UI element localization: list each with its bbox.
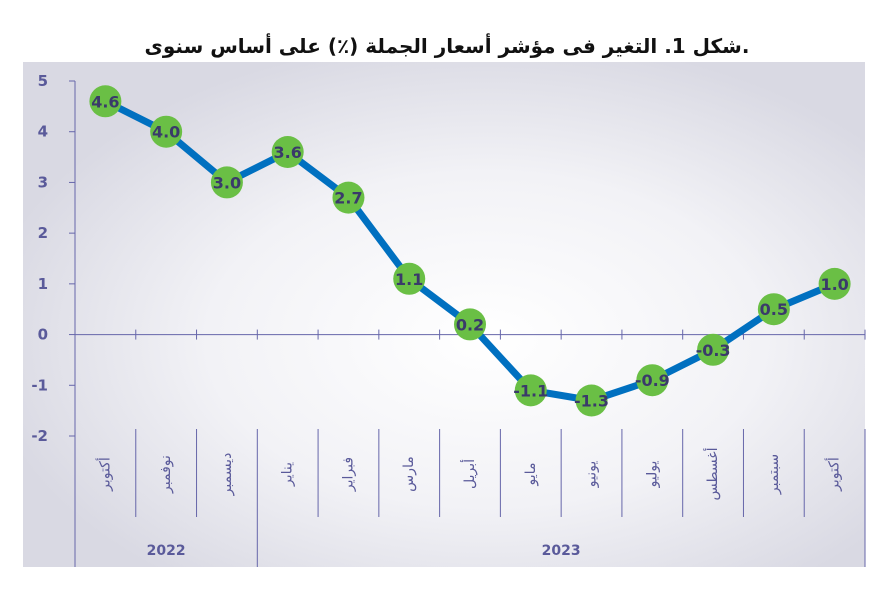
data-point [89, 85, 122, 118]
data-point [636, 364, 669, 397]
year-label: 2022 [147, 543, 186, 559]
data-label: -1.3 [574, 392, 609, 411]
y-tick-label: 4 [38, 123, 48, 141]
y-tick-label: -1 [31, 376, 48, 394]
data-label: 1.1 [395, 270, 423, 289]
data-point [454, 308, 486, 341]
data-label: -0.9 [635, 371, 670, 390]
data-label: 0.2 [456, 315, 484, 334]
x-tick-label: يناير [280, 462, 296, 487]
data-point [150, 115, 183, 148]
data-label: 2.7 [334, 189, 362, 208]
data-label: 0.5 [760, 300, 788, 319]
data-label: -1.1 [513, 381, 548, 400]
x-tick-label: مارس [401, 456, 417, 492]
x-tick-label: أبريل [460, 459, 478, 489]
x-tick-label: يونيو [584, 461, 600, 489]
x-tick-label: نوفمبر [158, 455, 174, 494]
year-label: 2023 [542, 543, 581, 559]
y-tick-label: 5 [38, 72, 48, 90]
x-tick-label: يوليو [644, 460, 660, 488]
data-point [210, 166, 243, 199]
data-label: 4.0 [152, 123, 180, 142]
y-tick-label: 2 [38, 224, 48, 242]
y-tick-label: 0 [38, 326, 48, 344]
data-point [393, 262, 426, 295]
y-tick-label: 1 [38, 275, 48, 293]
x-tick-label: سبتمبر [766, 454, 782, 495]
data-label: 4.6 [91, 92, 119, 111]
x-tick-label: أكتوبر [825, 457, 843, 492]
data-point [757, 293, 790, 326]
data-point [818, 267, 851, 300]
data-label: -0.3 [696, 341, 731, 360]
data-label: 1.0 [820, 275, 848, 294]
data-label: 3.6 [274, 143, 302, 162]
plot-background [23, 62, 865, 567]
data-label: 3.0 [213, 173, 241, 192]
data-point [271, 136, 304, 168]
data-point [332, 181, 365, 214]
x-tick-label: مايو [523, 463, 539, 487]
x-tick-label: أكتوبر [95, 457, 113, 492]
data-point [514, 374, 547, 407]
x-tick-label: فبراير [340, 457, 356, 492]
data-point [575, 384, 608, 417]
y-tick-label: 3 [38, 173, 48, 191]
x-tick-label: أغسطس [703, 447, 721, 500]
chart-title: شكل 1. التغير فى مؤشر أسعار الجملة (٪) ع… [144, 34, 750, 58]
x-tick-label: ديسمبر [219, 453, 235, 497]
y-tick-label: -2 [31, 427, 48, 445]
data-point [697, 333, 730, 366]
